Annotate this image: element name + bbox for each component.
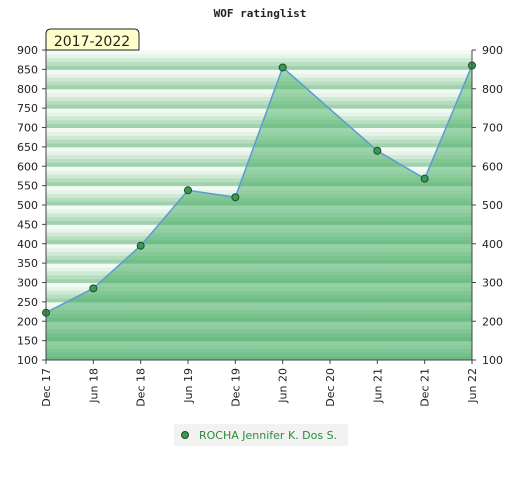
x-tick-label: Dec 19 xyxy=(229,368,242,407)
data-point xyxy=(278,63,287,72)
y-tick-label: 600 xyxy=(17,160,38,173)
rating-area xyxy=(46,65,472,360)
data-point xyxy=(420,174,429,183)
y-tick-label: 500 xyxy=(17,199,38,212)
y-axis-right: 100 200 300 400 500 600 700 800 900 xyxy=(472,44,503,367)
grid-band xyxy=(46,77,472,82)
y-tick-label: 550 xyxy=(17,180,38,193)
y-tick-label-right: 600 xyxy=(482,160,503,173)
x-tick-label: Dec 20 xyxy=(324,368,337,407)
grid-band xyxy=(46,96,472,101)
grid-band xyxy=(46,115,472,121)
grid-band xyxy=(46,104,472,109)
grid-band xyxy=(46,92,472,97)
grid-band xyxy=(46,57,472,63)
x-tick-label: Dec 18 xyxy=(135,368,148,407)
y-tick-label: 200 xyxy=(17,315,38,328)
y-tick-label-right: 300 xyxy=(482,277,503,290)
y-tick-label: 450 xyxy=(17,218,38,231)
y-tick-label: 700 xyxy=(17,122,38,135)
grid-band xyxy=(46,50,472,55)
y-tick-label: 300 xyxy=(17,277,38,290)
y-tick-label: 150 xyxy=(17,335,38,348)
x-tick-label: Jun 20 xyxy=(277,368,290,404)
y-tick-label: 250 xyxy=(17,296,38,309)
grid-band xyxy=(46,69,472,74)
badge-label: 2017-2022 xyxy=(54,34,130,50)
grid-band xyxy=(46,123,472,128)
y-tick-label-right: 900 xyxy=(482,44,503,57)
grid-band xyxy=(46,73,472,78)
legend-label: ROCHA Jennifer K. Dos S. xyxy=(199,429,337,442)
chart-title: WOF ratinglist xyxy=(214,7,307,20)
y-tick-label-right: 800 xyxy=(482,83,503,96)
x-tick-label: Dec 17 xyxy=(40,368,53,407)
y-tick-label: 850 xyxy=(17,63,38,76)
y-tick-label-right: 100 xyxy=(482,354,503,367)
data-point xyxy=(89,284,98,293)
x-tick-label: Jun 19 xyxy=(182,368,195,404)
grid-band xyxy=(46,119,472,125)
y-axis-left: 100 150 200 250 300 350 400 450 500 550 600 650 700 7… xyxy=(17,44,46,367)
y-tick-label-right: 200 xyxy=(482,315,503,328)
y-tick-label: 800 xyxy=(17,83,38,96)
y-tick-label-right: 400 xyxy=(482,238,503,251)
grid-band xyxy=(46,84,472,90)
data-point xyxy=(184,186,192,195)
y-tick-label: 100 xyxy=(17,354,38,367)
legend[interactable]: ROCHA Jennifer K. Dos S. xyxy=(174,424,348,446)
y-tick-label: 650 xyxy=(17,141,38,154)
data-point xyxy=(136,241,145,250)
y-tick-label-right: 700 xyxy=(482,122,503,135)
x-tick-label: Jun 21 xyxy=(371,368,384,404)
grid-band xyxy=(46,81,472,86)
grid-band xyxy=(46,61,472,66)
y-tick-label: 750 xyxy=(17,102,38,115)
grid-band xyxy=(46,53,472,59)
y-tick-label-right: 500 xyxy=(482,199,503,212)
grid-band xyxy=(46,65,472,70)
grid-band xyxy=(46,100,472,105)
grid-band xyxy=(46,127,472,132)
x-axis: Dec 17 Jun 18 Dec 18 Jun 19 Dec 19 Jun 20 Dec … xyxy=(40,360,479,407)
grid-band xyxy=(46,108,472,113)
data-point xyxy=(231,193,240,202)
x-tick-label: Jun 18 xyxy=(87,368,100,404)
data-point xyxy=(373,146,382,155)
y-tick-label: 350 xyxy=(17,257,38,270)
period-badge: 2017-2022 xyxy=(45,28,140,51)
x-tick-label: Jun 22 xyxy=(466,368,479,404)
y-tick-label: 400 xyxy=(17,238,38,251)
grid-band xyxy=(46,112,472,117)
grid-band xyxy=(46,88,472,94)
legend-marker-icon xyxy=(181,431,189,439)
y-tick-label: 900 xyxy=(17,44,38,57)
x-tick-label: Dec 21 xyxy=(419,368,432,407)
